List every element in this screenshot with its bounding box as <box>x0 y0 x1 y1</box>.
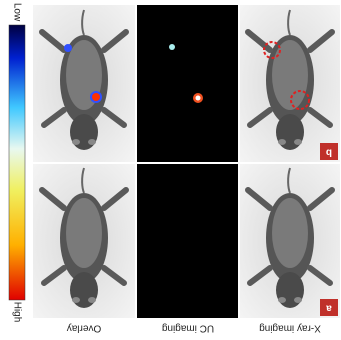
column-label: Overlay <box>67 322 101 333</box>
signal-spot <box>92 93 100 101</box>
column-label: X-ray imaging <box>259 322 321 333</box>
panel-uc-a <box>137 164 238 318</box>
panel-label: a <box>326 302 332 313</box>
colorbar-low: Low <box>11 3 22 22</box>
uc-spot <box>196 96 201 101</box>
figure: Low High b a Overlay UC imaging X-ray im… <box>0 0 341 340</box>
panel-uc-b <box>137 5 238 162</box>
panel-label: b <box>326 146 332 157</box>
column-label: UC imaging <box>162 322 214 333</box>
uc-spot <box>169 44 175 50</box>
colorbar-high: High <box>11 302 22 323</box>
signal-spot <box>64 44 72 52</box>
colorbar <box>9 25 25 300</box>
